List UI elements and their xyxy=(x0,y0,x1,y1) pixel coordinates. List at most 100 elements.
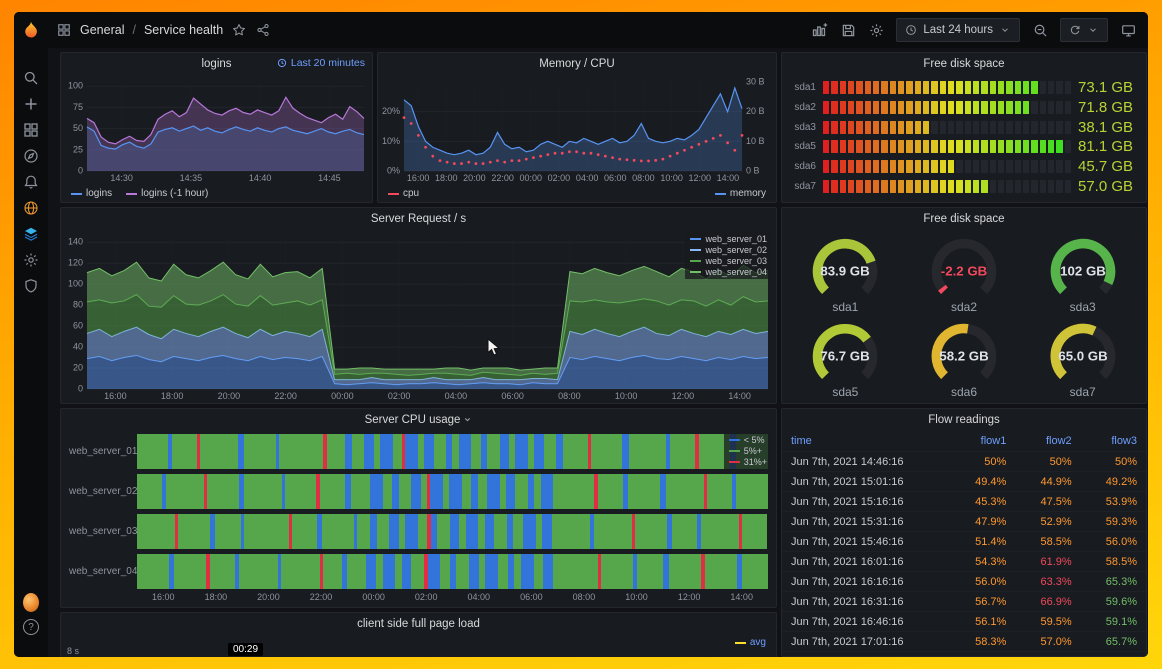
panel-memory-cpu: Memory / CPU cpu memory xyxy=(377,52,777,203)
tv-mode-icon[interactable] xyxy=(1120,22,1136,38)
disk-row: sda5 81.1 GB xyxy=(790,137,1138,157)
timeline-bar[interactable] xyxy=(137,474,768,509)
cell-time: Jun 7th, 2021 17:01:16 xyxy=(791,635,904,648)
create-plus-icon[interactable] xyxy=(23,96,39,112)
cell-value: 63.3% xyxy=(1040,575,1072,588)
pageload-legend[interactable]: avg xyxy=(734,637,766,648)
gauge-sda5[interactable]: 76.7 GB sda5 xyxy=(786,316,905,401)
disk-bar[interactable] xyxy=(823,101,1071,114)
disk-row: sda7 57.0 GB xyxy=(790,176,1138,196)
panel-title-server-requests[interactable]: Server Request / s xyxy=(370,212,467,225)
column-header-flow2[interactable]: flow2 xyxy=(1045,434,1072,447)
timeline-row-label: web_server_04 xyxy=(69,566,138,577)
disk-bar[interactable] xyxy=(823,160,1071,174)
disk-bar[interactable] xyxy=(823,179,1071,193)
column-header-flow3[interactable]: flow3 xyxy=(1111,434,1137,447)
cell-value: 50% xyxy=(1114,455,1137,468)
refresh-button[interactable] xyxy=(1060,18,1108,42)
gauge-sda6[interactable]: 58.2 GB sda6 xyxy=(905,316,1024,401)
panel-title-flow-readings[interactable]: Flow readings xyxy=(928,413,1000,426)
requests-chart-canvas[interactable] xyxy=(61,229,776,403)
legend-item[interactable]: logins (-1 hour) xyxy=(126,188,208,199)
cell-value: 44.9% xyxy=(1040,475,1072,488)
legend-item[interactable]: web_server_02 xyxy=(690,245,767,255)
timeline-bar[interactable] xyxy=(137,434,768,469)
disk-bar[interactable] xyxy=(823,120,1071,134)
breadcrumb-section[interactable]: General xyxy=(80,23,125,37)
globe-icon[interactable] xyxy=(23,200,39,216)
gauge-sda2[interactable]: -2.2 GB sda2 xyxy=(905,231,1024,316)
alerting-bell-icon[interactable] xyxy=(23,174,39,190)
column-header-flow1[interactable]: flow1 xyxy=(980,434,1007,447)
column-header-time[interactable]: time xyxy=(791,434,812,447)
cell-value: 49.4% xyxy=(975,475,1007,488)
panel-title-cpu-usage[interactable]: Server CPU usage xyxy=(61,409,776,430)
cell-value: 59.3% xyxy=(1105,515,1137,528)
panel-title-disk-gauges[interactable]: Free disk space xyxy=(923,212,1005,225)
add-panel-icon[interactable] xyxy=(812,22,828,38)
legend-item[interactable]: 31%+ xyxy=(728,457,767,467)
table-row: Jun 7th, 2021 15:31:16 47.9% 52.9% 59.3% xyxy=(782,512,1146,532)
gauge-sda7[interactable]: 65.0 GB sda7 xyxy=(1023,316,1142,401)
cell-value: 56.7% xyxy=(975,595,1007,608)
legend-item[interactable]: 5%+ xyxy=(728,446,767,456)
help-icon[interactable]: ? xyxy=(23,619,39,635)
disk-row: sda1 73.1 GB xyxy=(790,78,1138,98)
legend-item[interactable]: memory xyxy=(714,188,766,199)
layers-icon[interactable] xyxy=(23,226,39,242)
cell-time: Jun 7th, 2021 15:16:16 xyxy=(791,495,904,508)
gauge-label: sda2 xyxy=(950,300,977,314)
legend-item[interactable]: web_server_04 xyxy=(690,267,767,277)
refresh-icon xyxy=(1069,24,1081,36)
legend-item[interactable]: logins xyxy=(71,188,112,199)
sidebar-top xyxy=(23,70,39,585)
table-row: Jun 7th, 2021 14:46:16 50% 50% 50% xyxy=(782,452,1146,472)
panel-title-memory-cpu[interactable]: Memory / CPU xyxy=(539,57,615,70)
cell-value: 59.1% xyxy=(1105,615,1137,628)
cell-value: 51.4% xyxy=(975,535,1007,548)
settings-gear-icon[interactable] xyxy=(23,252,39,268)
cpu-usage-legend: < 5% 5%+ 31%+ xyxy=(723,433,772,469)
clock-icon xyxy=(277,58,286,68)
shield-icon[interactable] xyxy=(23,278,39,294)
disk-bar[interactable] xyxy=(823,81,1071,95)
legend-item[interactable]: cpu xyxy=(388,188,419,199)
user-avatar[interactable] xyxy=(23,592,39,612)
search-icon[interactable] xyxy=(23,70,39,86)
dashboard-settings-icon[interactable] xyxy=(868,22,884,38)
star-icon[interactable] xyxy=(231,22,247,38)
sidebar-dashboards-icon[interactable] xyxy=(23,122,39,138)
time-shift-badge[interactable]: Last 20 minutes xyxy=(277,57,365,69)
legend-item[interactable]: web_server_03 xyxy=(690,256,767,266)
table-row: Jun 7th, 2021 16:31:16 56.7% 66.9% 59.6% xyxy=(782,592,1146,612)
grafana-logo[interactable] xyxy=(14,12,48,48)
timeline-row-label: web_server_02 xyxy=(69,486,138,497)
disk-bar[interactable] xyxy=(823,140,1071,154)
explore-compass-icon[interactable] xyxy=(23,148,39,164)
timeline-bar[interactable] xyxy=(137,514,768,549)
disk-label: sda1 xyxy=(794,82,816,94)
panel-title-page-load[interactable]: client side full page load xyxy=(357,617,480,630)
svg-text:-2.2 GB: -2.2 GB xyxy=(941,263,987,278)
cell-time: Jun 7th, 2021 15:46:16 xyxy=(791,535,904,548)
timeline-row-label: web_server_01 xyxy=(69,446,138,457)
legend-item[interactable]: web_server_01 xyxy=(690,234,767,244)
zoom-out-icon[interactable] xyxy=(1032,22,1048,38)
save-dashboard-icon[interactable] xyxy=(840,22,856,38)
timeline-row: web_server_01 xyxy=(69,434,768,469)
timeline-bar[interactable] xyxy=(137,554,768,589)
logins-chart-canvas[interactable] xyxy=(61,74,372,185)
time-range-picker[interactable]: Last 24 hours xyxy=(896,18,1020,42)
legend-item[interactable]: < 5% xyxy=(728,435,767,445)
share-icon[interactable] xyxy=(255,22,271,38)
gauge-sda3[interactable]: 102 GB sda3 xyxy=(1023,231,1142,316)
svg-text:83.9 GB: 83.9 GB xyxy=(821,263,870,278)
breadcrumb-separator: / xyxy=(132,23,136,37)
cell-value: 58.5% xyxy=(1040,535,1072,548)
panel-title-disk-bars[interactable]: Free disk space xyxy=(923,57,1005,70)
cell-value: 65.7% xyxy=(1105,635,1137,648)
panel-title-logins[interactable]: logins xyxy=(201,57,232,70)
gauge-sda1[interactable]: 83.9 GB sda1 xyxy=(786,231,905,316)
memcpu-chart-canvas[interactable] xyxy=(378,74,776,185)
breadcrumb-page[interactable]: Service health xyxy=(143,23,224,37)
